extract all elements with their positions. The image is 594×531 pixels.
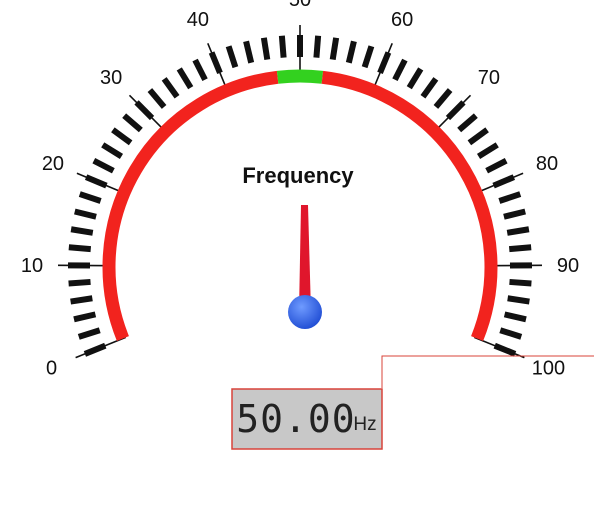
scale-label: 10 (21, 255, 43, 277)
scale-minor-tick (392, 58, 408, 82)
readout-unit: Hz (353, 414, 376, 435)
scale-minor-tick (122, 113, 143, 133)
scale-minor-tick (509, 278, 532, 287)
scale-minor-tick (111, 127, 133, 146)
range-band (276, 69, 324, 84)
range-band (321, 70, 498, 341)
scale-label: 100 (532, 357, 565, 379)
scale-minor-tick (68, 278, 91, 287)
scale-minor-tick (508, 244, 532, 253)
scale-label: 40 (187, 9, 209, 31)
scale-minor-tick (503, 208, 526, 220)
scale-minor-tick (147, 88, 167, 109)
scale-label: 60 (391, 9, 413, 31)
scale-label: 30 (100, 67, 122, 89)
scale-minor-tick (68, 244, 92, 253)
scale-label: 0 (46, 357, 57, 379)
scale-minor-tick (77, 327, 101, 340)
needle-hub (288, 295, 322, 329)
scale-labels: 0 10 20 30 40 50 60 70 80 90 100 (21, 0, 579, 379)
scale-minor-tick (70, 295, 93, 305)
scale-minor-tick (506, 226, 530, 236)
scale-minor-tick (176, 67, 194, 90)
scale-minor-tick (73, 311, 97, 323)
scale-label: 80 (536, 153, 558, 175)
scale-minor-tick (361, 45, 375, 69)
scale-minor-tick (243, 40, 255, 64)
scale-minor-tick (433, 88, 453, 109)
scale-minor-tick (313, 35, 322, 58)
scale-minor-tick (278, 35, 287, 58)
scale-minor-tick (498, 191, 522, 204)
scale-minor-tick (467, 127, 489, 146)
scale-minor-tick (420, 77, 439, 99)
scale-label: 70 (478, 67, 500, 89)
scale-minor-tick (406, 67, 424, 90)
scale-minor-tick (101, 142, 124, 160)
range-band (102, 70, 279, 341)
scale-minor-tick (507, 295, 530, 305)
scale-minor-tick (225, 45, 239, 69)
scale-label: 50 (289, 0, 311, 11)
scale-minor-tick (329, 37, 340, 61)
readout-display (231, 388, 383, 450)
scale-minor-tick (485, 157, 508, 174)
scale-minor-tick (499, 327, 523, 340)
scale-minor-tick (503, 311, 527, 323)
scale-minor-tick (74, 208, 97, 220)
scale-minor-tick (92, 157, 115, 174)
scale-minor-tick (70, 226, 94, 236)
scale-minor-tick (260, 37, 271, 61)
readout-leader-line (381, 355, 594, 388)
range-bands (102, 69, 498, 341)
scale-minor-tick (78, 191, 102, 204)
scale-minor-tick (457, 113, 478, 133)
scale-minor-tick (192, 58, 208, 82)
scale-label: 20 (42, 153, 64, 175)
readout-value: 50.00 (236, 397, 355, 441)
scale-minor-tick (476, 142, 499, 160)
scale-minor-tick (345, 40, 357, 64)
digital-readout: 50.00 Hz (231, 388, 383, 450)
scale-label: 90 (557, 255, 579, 277)
gauge-needle (299, 205, 311, 312)
scale-minor-tick (161, 77, 180, 99)
gauge-title: Frequency (242, 163, 354, 188)
